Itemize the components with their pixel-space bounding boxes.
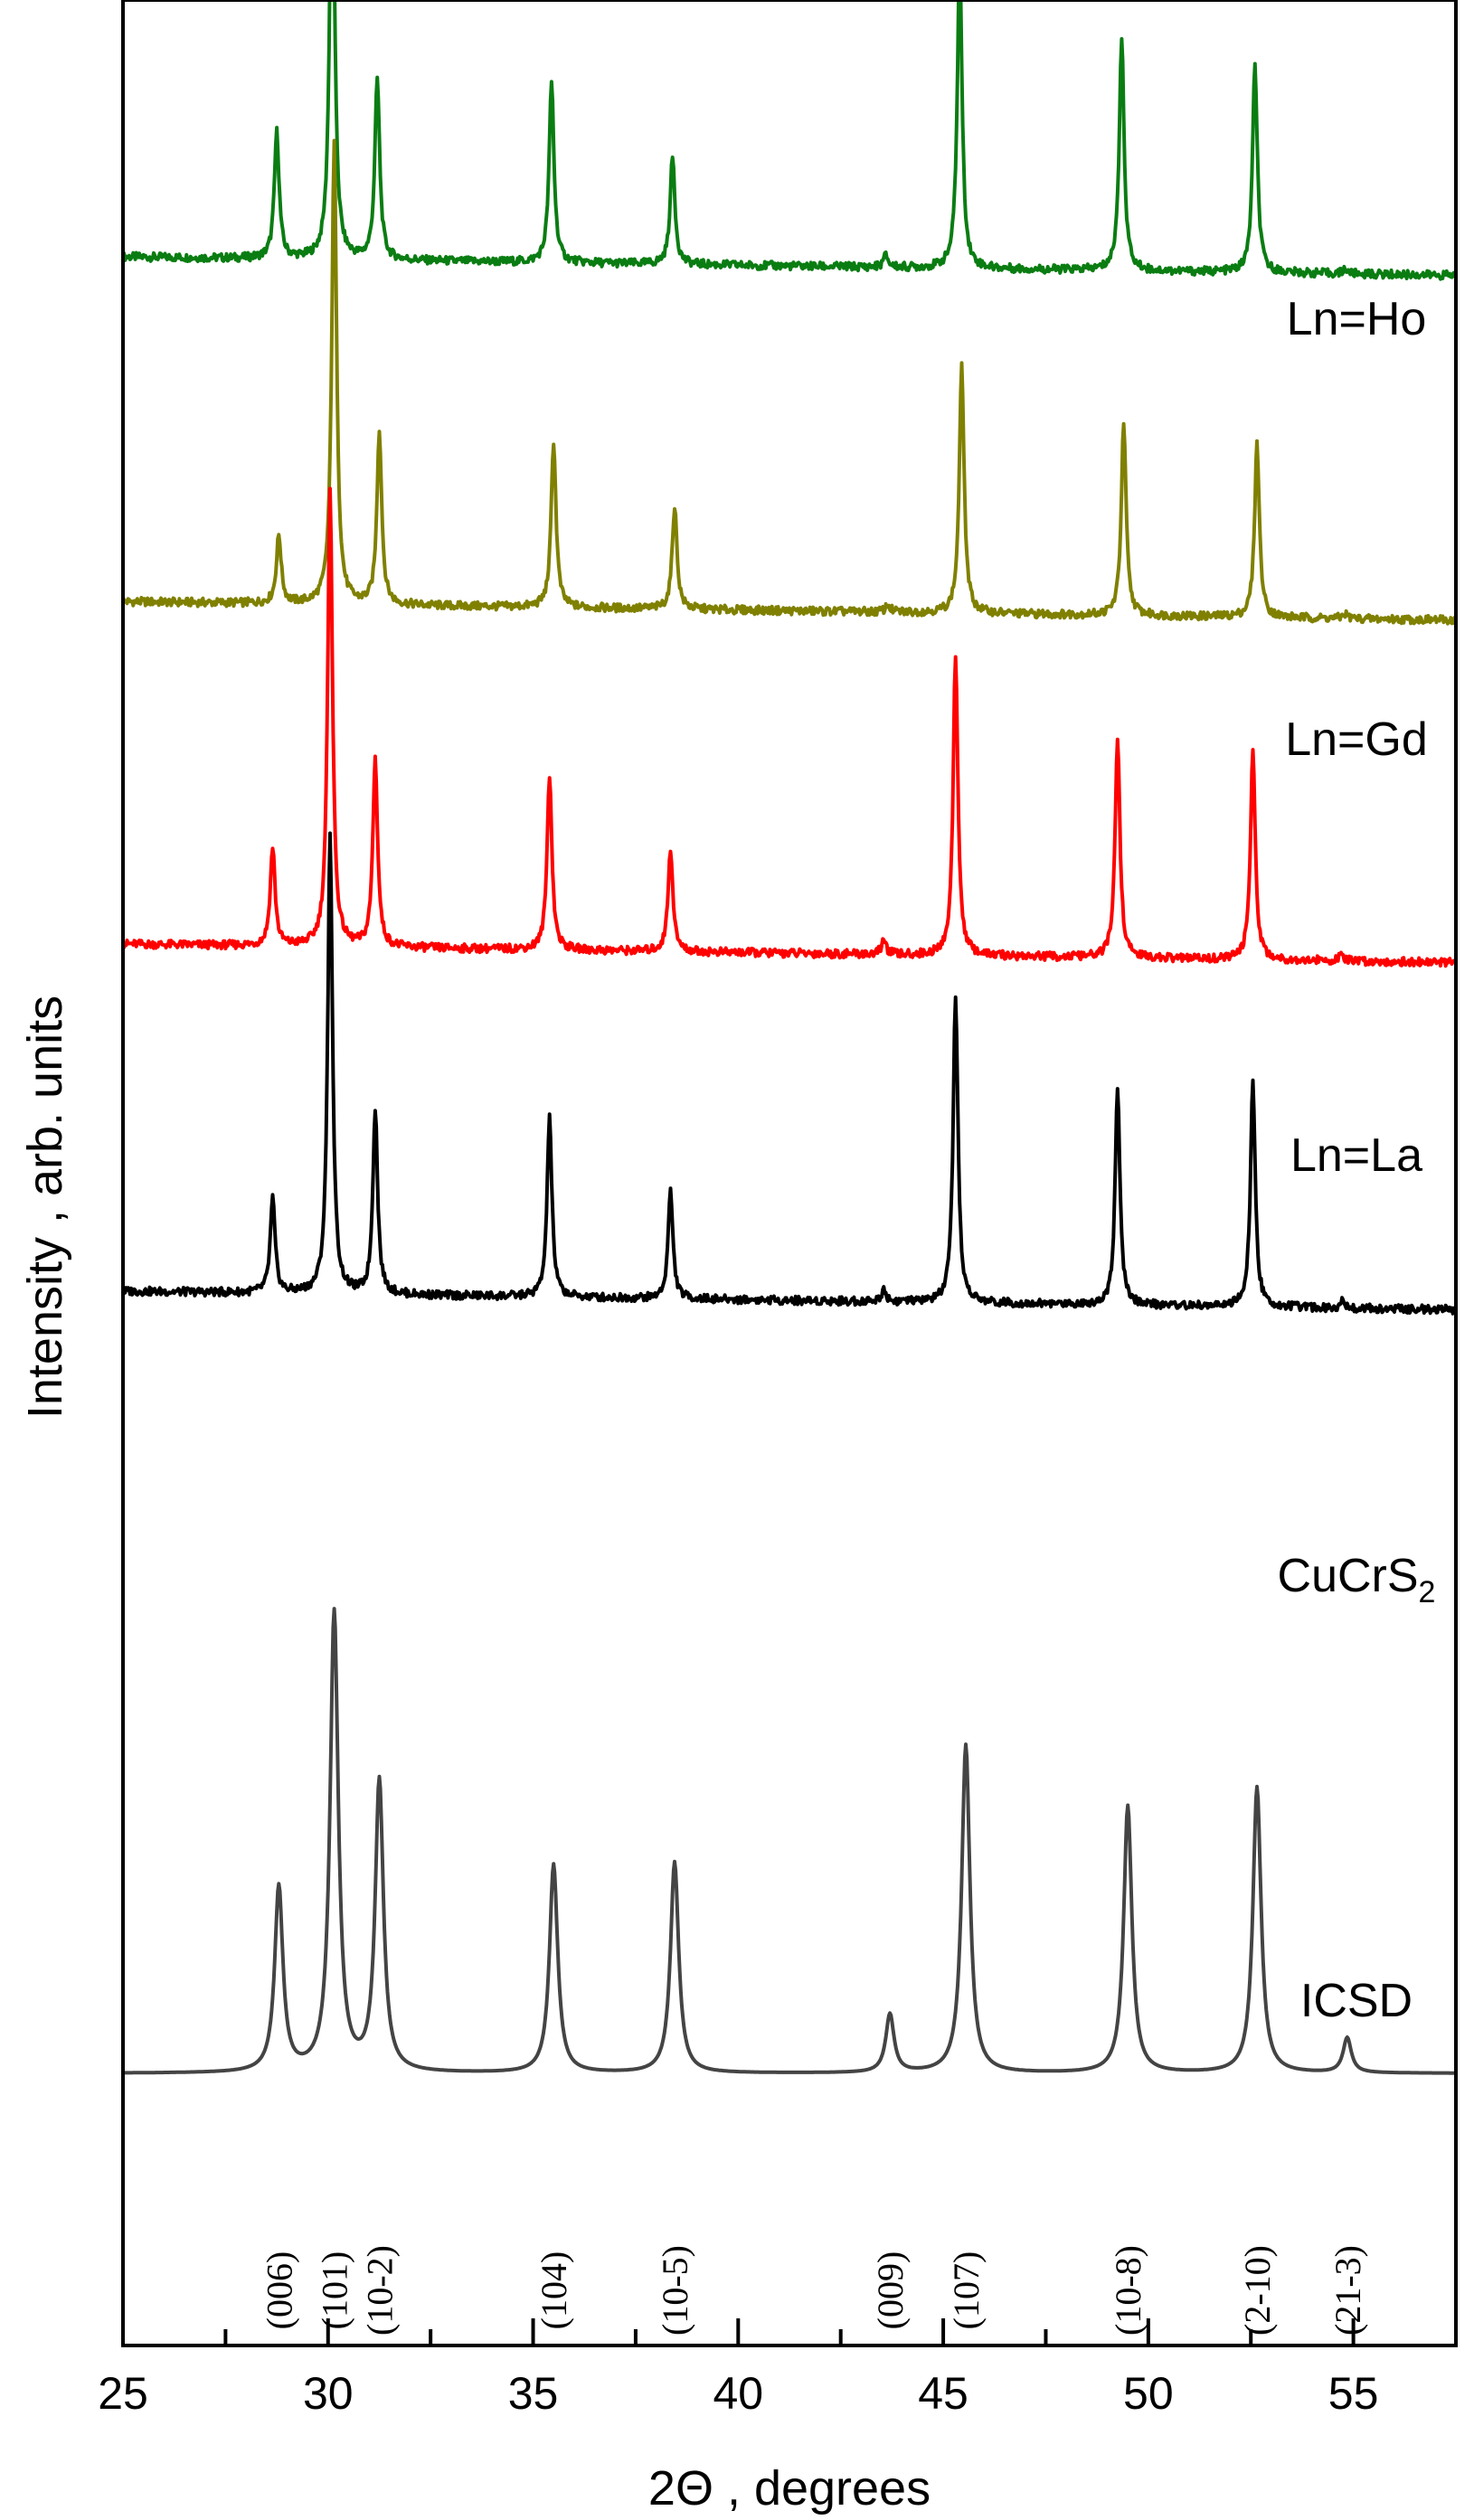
plot-frame <box>121 0 1458 2347</box>
x-tick-label: 40 <box>713 2368 763 2419</box>
series-curves <box>121 0 1458 2075</box>
series-line-ln-ho <box>121 0 1457 281</box>
hkl-annotation: (2-10) <box>1237 2245 1278 2336</box>
hkl-annotation: (10-2) <box>360 2245 401 2336</box>
series-label: Ln=Gd <box>1285 713 1428 766</box>
hkl-annotation: (21-3) <box>1328 2245 1368 2336</box>
x-axis-title: 2Θ , degrees <box>648 2461 931 2515</box>
series-labels: Ln=Ho Ln=Gd Ln=La CuCrS2 ICSD <box>1278 293 1436 2027</box>
y-axis-title: Intensity , arb. units <box>18 996 72 1419</box>
x-tick-label: 25 <box>98 2368 148 2419</box>
series-label: CuCrS2 <box>1278 1550 1436 1609</box>
series-line-icsd <box>122 1607 1457 2075</box>
hkl-annotation: (107) <box>946 2251 987 2330</box>
series-line-ln-gd <box>121 138 1458 626</box>
series-line-cucrs <box>121 831 1458 1316</box>
hkl-annotation: (104) <box>534 2251 574 2330</box>
x-axis-ticks <box>121 2318 1458 2345</box>
x-tick-label: 35 <box>508 2368 559 2419</box>
series-line-ln-la <box>122 486 1458 968</box>
series-label: Ln=La <box>1290 1129 1422 1182</box>
hkl-annotation: (006) <box>259 2251 299 2330</box>
series-label: ICSD <box>1300 1975 1413 2027</box>
hkl-annotation: (10-5) <box>655 2245 695 2336</box>
x-tick-label: 50 <box>1123 2368 1174 2419</box>
x-axis-tick-labels: 25 30 35 40 45 50 55 <box>98 2368 1378 2419</box>
hkl-annotation: (101) <box>315 2251 355 2330</box>
hkl-annotation: (10-8) <box>1108 2245 1148 2336</box>
hkl-annotations: (006) (101) (10-2) (104) (10-5) (009) (107) (10… <box>259 2245 1368 2336</box>
hkl-annotation: (009) <box>870 2251 911 2330</box>
x-tick-label: 30 <box>303 2368 354 2419</box>
series-label-subscript: 2 <box>1419 1575 1436 1609</box>
x-tick-label: 55 <box>1328 2368 1379 2419</box>
series-label: Ln=Ho <box>1287 293 1427 345</box>
x-tick-label: 45 <box>918 2368 968 2419</box>
